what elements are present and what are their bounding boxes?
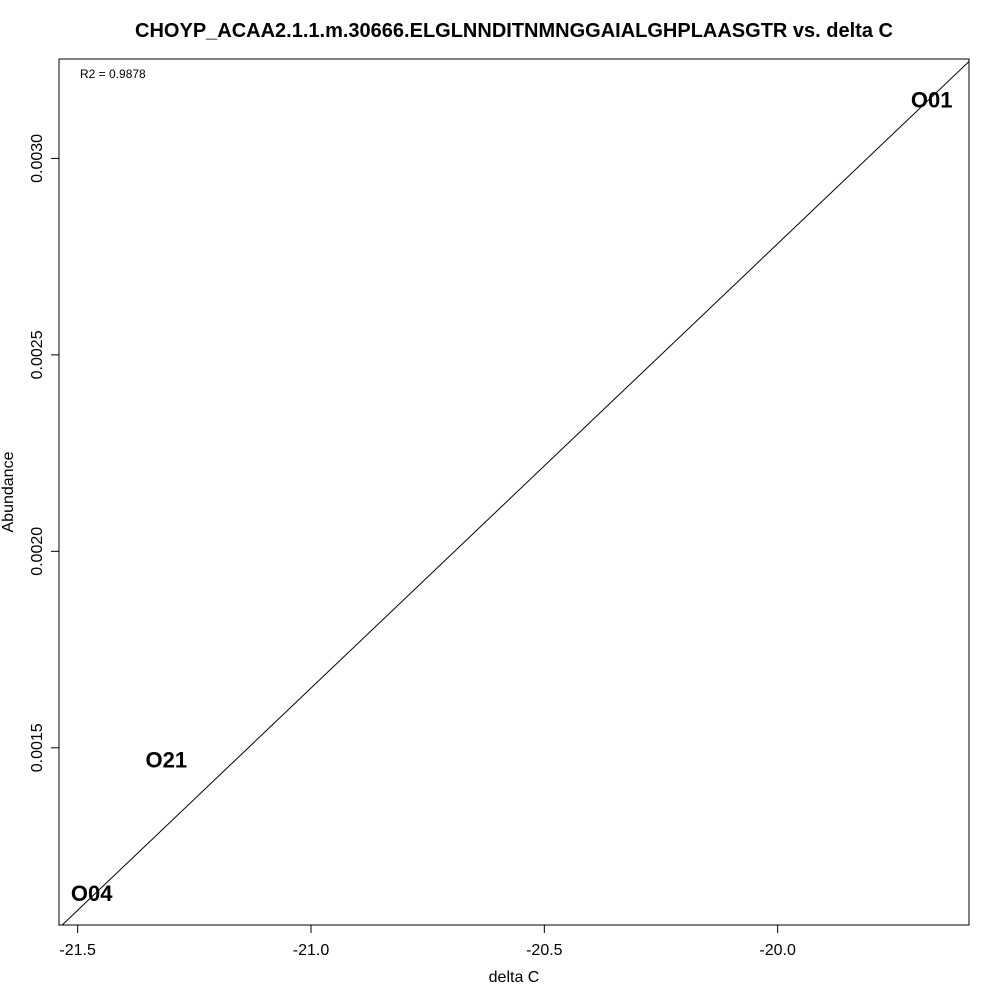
y-axis: 0.0015 0.0020 0.0025 0.0030 <box>29 134 60 772</box>
y-axis-label: Abundance <box>0 451 17 532</box>
point-label: O21 <box>146 748 188 773</box>
x-axis: -21.5 -21.0 -20.5 -20.0 <box>59 924 796 959</box>
plot-frame <box>58 58 970 926</box>
r2-annotation: R2 = 0.9878 <box>80 67 146 81</box>
y-tick-label: 0.0015 <box>29 723 46 772</box>
x-tick-label: -20.5 <box>526 942 563 959</box>
y-tick-label: 0.0030 <box>29 134 46 183</box>
y-tick-label: 0.0025 <box>29 330 46 379</box>
fit-line-group <box>61 61 969 925</box>
x-axis-label: delta C <box>489 969 540 986</box>
point-label: O01 <box>911 87 953 112</box>
x-tick-label: -21.5 <box>59 942 96 959</box>
x-tick-label: -20.0 <box>759 942 796 959</box>
y-tick-label: 0.0020 <box>29 527 46 576</box>
chart-title: CHOYP_ACAA2.1.1.m.30666.ELGLNNDITNMNGGAI… <box>135 20 893 42</box>
point-label: O04 <box>71 881 113 906</box>
x-tick-label: -21.0 <box>293 942 330 959</box>
fit-line <box>61 61 969 925</box>
point-labels: O01 O21 O04 <box>71 87 953 906</box>
